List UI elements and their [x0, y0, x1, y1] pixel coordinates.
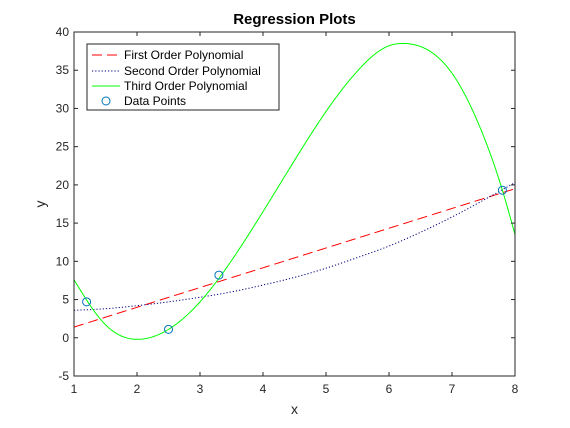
- y-tick-label: 5: [62, 293, 69, 307]
- x-tick-label: 8: [512, 382, 519, 396]
- x-tick-label: 7: [449, 382, 456, 396]
- y-tick-label: 25: [56, 140, 70, 154]
- x-tick-label: 5: [323, 382, 330, 396]
- legend-label-second-order: Second Order Polynomial: [124, 64, 261, 78]
- legend: First Order Polynomial Second Order Poly…: [87, 44, 279, 110]
- legend-label-first-order: First Order Polynomial: [124, 48, 243, 62]
- y-tick-label: 30: [56, 101, 70, 115]
- chart-title: Regression Plots: [233, 11, 356, 28]
- y-tick-label: 20: [56, 178, 70, 192]
- y-axis-label: y: [32, 201, 48, 208]
- x-tick-label: 6: [386, 382, 393, 396]
- x-tick-label: 1: [71, 382, 78, 396]
- y-tick-label: 15: [56, 216, 70, 230]
- legend-label-data-points: Data Points: [124, 94, 186, 108]
- x-tick-label: 2: [134, 382, 141, 396]
- x-tick-label: 3: [197, 382, 204, 396]
- y-tick-label: 10: [56, 254, 70, 268]
- y-tick-label: 0: [62, 331, 69, 345]
- y-tick-label: 40: [56, 25, 70, 39]
- y-tick-label: -5: [58, 369, 69, 383]
- y-tick-label: 35: [56, 63, 70, 77]
- x-axis-label: x: [291, 401, 298, 417]
- x-tick-label: 4: [260, 382, 267, 396]
- legend-label-third-order: Third Order Polynomial: [124, 79, 247, 93]
